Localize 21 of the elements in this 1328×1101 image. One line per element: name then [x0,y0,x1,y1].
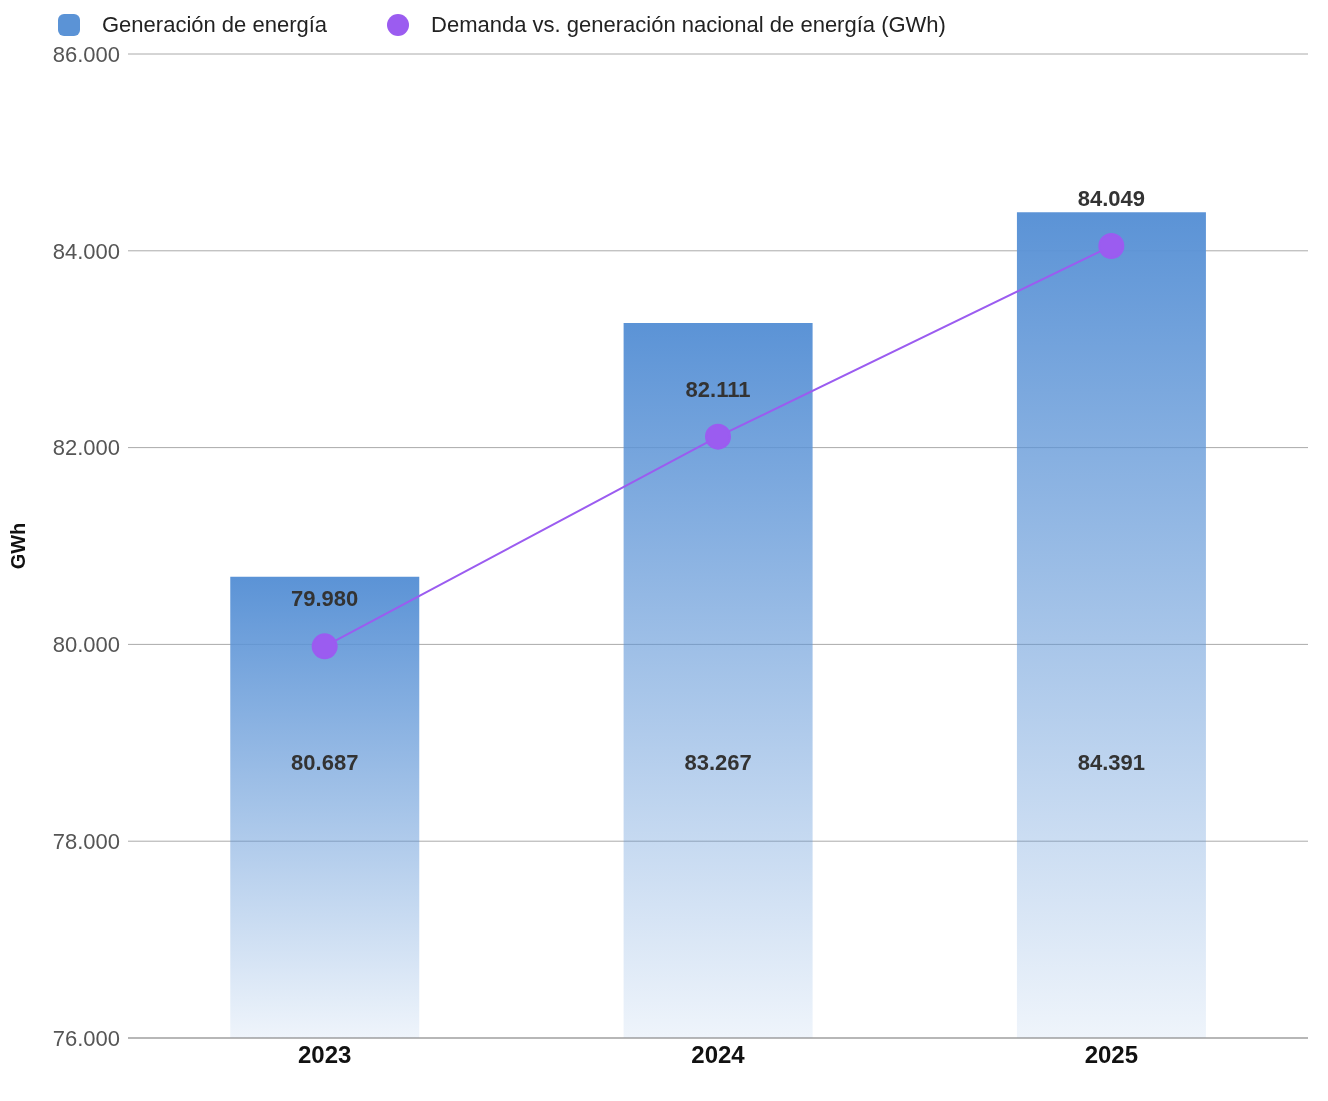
data-label: 84.391 [1077,750,1146,775]
data-label: 82.111 [685,376,751,402]
data-label: 83.267 [684,750,752,775]
point [311,633,338,660]
y-tick-label: 84.000 [52,238,120,264]
y-axis-title: GWh [7,522,30,570]
x-tick-label: 2023 [297,1041,352,1069]
y-tick-label: 78.000 [52,829,120,855]
point [705,423,731,450]
data-label: 79.980 [291,586,359,612]
y-tick-label: 86.000 [52,41,120,67]
data-label: 80.687 [291,750,359,775]
x-tick-label: 2024 [691,1041,746,1069]
x-tick-label: 2025 [1084,1041,1139,1069]
y-tick-label: 76.000 [52,1025,120,1051]
data-label: 84.049 [1077,185,1145,211]
point [1098,232,1125,259]
y-tick-label: 82.000 [52,435,120,461]
legend-label: Demanda vs. generación nacional de energía (GWh) [431,12,946,38]
y-tick-label: 80.000 [52,632,120,658]
legend-label: Generación de energía [102,12,328,38]
